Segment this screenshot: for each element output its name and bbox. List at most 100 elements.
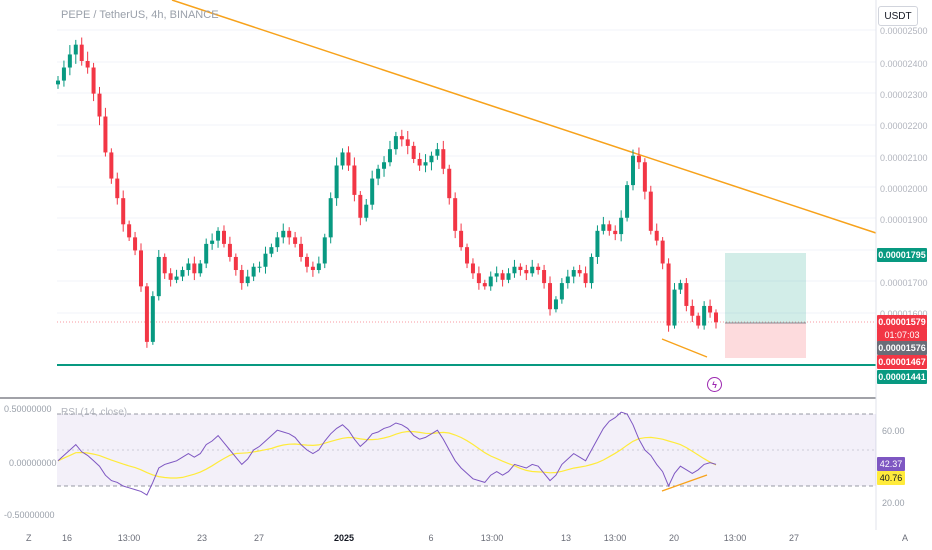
candle-body <box>346 152 351 166</box>
candle-body <box>299 243 304 257</box>
candle-body <box>565 276 570 284</box>
candle-body <box>293 237 298 244</box>
candle-body <box>168 273 173 280</box>
rsi-right-tick: 20.00 <box>882 498 905 508</box>
candle-body <box>589 256 594 284</box>
candle-body <box>619 217 624 235</box>
candle-body <box>150 296 155 342</box>
candle-body <box>245 276 250 284</box>
price-tick: 0.00002200 <box>880 121 928 131</box>
rsi-ma-value-label: 40.76 <box>877 471 905 485</box>
time-tick: 27 <box>253 533 265 543</box>
candle-body <box>684 283 689 306</box>
candle-body <box>654 230 659 241</box>
time-tick: 2025 <box>333 533 355 543</box>
price-divergence-line[interactable] <box>661 338 708 358</box>
candle-body <box>441 149 446 169</box>
candle-body <box>411 145 416 159</box>
candle-body <box>542 270 547 284</box>
candle-body <box>417 158 422 166</box>
target-zone[interactable] <box>725 253 806 323</box>
candle-body <box>376 168 381 179</box>
candle-body <box>405 139 410 146</box>
candle-body <box>144 286 149 342</box>
candle-body <box>607 224 612 231</box>
candle-body <box>156 256 161 297</box>
candle-body <box>488 276 493 287</box>
candle-body <box>370 178 375 205</box>
candle-body <box>559 283 564 300</box>
candle-body <box>269 247 274 254</box>
candle-body <box>453 198 458 231</box>
time-tick: 13:00 <box>723 533 747 543</box>
auto-scale-button[interactable]: A <box>902 533 909 543</box>
price-tick: 0.00001900 <box>880 215 928 225</box>
candle-body <box>180 270 185 277</box>
candle-body <box>121 198 126 225</box>
lightning-icon[interactable]: ϟ <box>707 377 722 392</box>
candle-body <box>666 263 671 326</box>
candlestick-series <box>56 37 718 348</box>
candle-body <box>702 305 707 326</box>
currency-button[interactable]: USDT <box>878 6 918 26</box>
candle-body <box>216 230 221 241</box>
candle-body <box>518 266 523 271</box>
rsi-ma-line <box>57 430 717 479</box>
price-tick: 0.00002500 <box>880 26 928 36</box>
candle-body <box>672 289 677 326</box>
candle-body <box>583 273 588 284</box>
candle-body <box>316 263 321 271</box>
rsi-title[interactable]: RSI (14, close) <box>61 407 128 418</box>
candle-body <box>198 263 203 274</box>
candle-body <box>310 266 315 271</box>
candle-body <box>571 270 576 277</box>
price-tick: 0.00002100 <box>880 153 928 163</box>
candle-body <box>281 230 286 238</box>
candle-body <box>470 263 475 274</box>
candle-body <box>239 270 244 284</box>
candle-body <box>192 263 197 274</box>
candle-body <box>429 155 434 163</box>
timezone-button[interactable]: Z <box>26 533 32 543</box>
candle-body <box>423 162 428 166</box>
stop-price-label[interactable]: 0.00001467 <box>877 355 927 369</box>
candle-body <box>162 256 167 274</box>
candle-body <box>304 256 309 267</box>
symbol-title[interactable]: PEPE / TetherUS, 4h, BINANCE <box>61 9 219 21</box>
last-price-label[interactable]: 0.00001579 <box>877 315 927 329</box>
candle-body <box>500 273 505 280</box>
candle-body <box>138 250 143 287</box>
time-tick: 13 <box>560 533 572 543</box>
candle-body <box>631 155 636 186</box>
candle-body <box>227 243 232 257</box>
candle-body <box>482 283 487 287</box>
candle-body <box>204 243 209 264</box>
entry-price-label[interactable]: 0.00001576 <box>877 341 927 355</box>
candle-body <box>115 178 120 199</box>
support-price-label[interactable]: 0.00001441 <box>877 370 927 384</box>
candle-body <box>352 165 357 195</box>
candle-body <box>387 149 392 163</box>
candle-body <box>601 224 606 231</box>
candle-body <box>61 67 66 81</box>
candle-body <box>382 162 387 169</box>
candle-body <box>642 162 647 192</box>
candle-body <box>465 247 470 264</box>
candle-body <box>690 305 695 316</box>
candle-body <box>322 237 327 264</box>
time-tick: 27 <box>788 533 800 543</box>
stop-zone[interactable] <box>725 323 806 358</box>
price-tick: 0.00001600 <box>880 309 928 319</box>
candle-body <box>447 168 452 199</box>
candle-body <box>435 149 440 156</box>
time-tick: 13:00 <box>603 533 627 543</box>
candle-body <box>263 253 268 267</box>
descending-trendline[interactable] <box>171 0 877 234</box>
target-price-label[interactable]: 0.00001795 <box>877 248 927 262</box>
price-tick: 0.00002400 <box>880 59 928 69</box>
rsi-left-tick: -0.50000000 <box>4 510 55 520</box>
time-tick: 13:00 <box>117 533 141 543</box>
rsi-divergence-line[interactable] <box>661 474 708 492</box>
candle-body <box>287 230 292 238</box>
